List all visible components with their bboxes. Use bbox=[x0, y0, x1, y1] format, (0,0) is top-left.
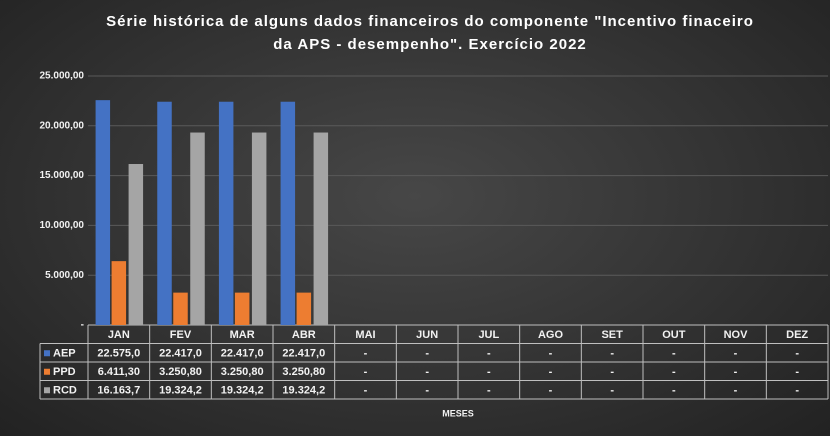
data-table-value: - bbox=[795, 366, 799, 378]
y-tick-label: 15.000,00 bbox=[40, 170, 85, 181]
data-table-value: 22.417,0 bbox=[159, 348, 202, 360]
data-table-value: - bbox=[734, 366, 738, 378]
legend-key bbox=[44, 368, 50, 375]
data-table-value: - bbox=[610, 366, 614, 378]
x-tick-label: NOV bbox=[724, 329, 749, 341]
bar bbox=[95, 100, 111, 325]
x-tick-label: MAR bbox=[230, 329, 255, 341]
data-table-value: 22.417,0 bbox=[282, 348, 325, 360]
x-axis-label: MESES bbox=[442, 408, 474, 418]
y-tick-label: 10.000,00 bbox=[40, 220, 85, 231]
data-table-value: - bbox=[610, 348, 614, 360]
legend-key bbox=[44, 387, 50, 394]
data-table-value: 22.575,0 bbox=[97, 348, 140, 360]
data-table-value: - bbox=[364, 366, 368, 378]
data-table-value: - bbox=[734, 385, 738, 397]
data-table-value: - bbox=[795, 385, 799, 397]
bar bbox=[313, 132, 329, 325]
data-table-value: - bbox=[734, 348, 738, 360]
x-tick-label: MAI bbox=[355, 329, 375, 341]
data-table-value: - bbox=[425, 366, 429, 378]
data-table-value: 19.324,2 bbox=[159, 385, 202, 397]
data-table-value: - bbox=[549, 366, 553, 378]
data-table-value: - bbox=[425, 348, 429, 360]
x-tick-label: AGO bbox=[538, 329, 564, 341]
data-table-value: - bbox=[487, 385, 491, 397]
x-tick-label: JUL bbox=[478, 329, 499, 341]
y-tick-label: 20.000,00 bbox=[40, 120, 85, 131]
legend-key bbox=[44, 350, 50, 357]
x-tick-label: FEV bbox=[170, 329, 192, 341]
data-table-value: 3.250,80 bbox=[221, 366, 264, 378]
data-table-value: - bbox=[549, 385, 553, 397]
legend-label: AEP bbox=[53, 348, 76, 360]
bar bbox=[190, 132, 205, 325]
data-table-value: 22.417,0 bbox=[221, 348, 264, 360]
bar bbox=[111, 261, 127, 325]
y-tick-label: - bbox=[81, 320, 84, 331]
bar bbox=[234, 292, 250, 325]
bar bbox=[218, 101, 234, 325]
bar bbox=[157, 101, 172, 325]
data-table-value: - bbox=[795, 348, 799, 360]
x-tick-label: DEZ bbox=[786, 329, 808, 341]
data-table-value: 6.411,30 bbox=[98, 366, 140, 378]
x-tick-label: JAN bbox=[108, 329, 130, 341]
legend-label: RCD bbox=[53, 385, 77, 397]
data-table-value: - bbox=[610, 385, 614, 397]
y-tick-label: 5.000,00 bbox=[45, 270, 84, 281]
data-table-value: - bbox=[364, 385, 368, 397]
data-table-value: - bbox=[487, 348, 491, 360]
bar bbox=[173, 292, 188, 325]
data-table-value: 3.250,80 bbox=[159, 366, 202, 378]
data-table-value: - bbox=[672, 348, 676, 360]
data-table-value: 19.324,2 bbox=[282, 385, 325, 397]
x-tick-label: SET bbox=[601, 329, 623, 341]
legend-label: PPD bbox=[53, 366, 76, 378]
data-table-value: - bbox=[425, 385, 429, 397]
bar bbox=[128, 164, 144, 325]
x-tick-label: OUT bbox=[662, 329, 686, 341]
bar bbox=[296, 292, 312, 325]
data-table-value: - bbox=[549, 348, 553, 360]
data-table-value: - bbox=[672, 366, 676, 378]
data-table-value: - bbox=[672, 385, 676, 397]
data-table-value: 16.163,7 bbox=[97, 385, 140, 397]
x-tick-label: JUN bbox=[416, 329, 438, 341]
bar bbox=[280, 101, 296, 325]
y-tick-label: 25.000,00 bbox=[40, 71, 85, 82]
data-table-value: - bbox=[487, 366, 491, 378]
chart-title: Série histórica de alguns dados financei… bbox=[106, 13, 754, 53]
x-tick-label: ABR bbox=[292, 329, 316, 341]
bar bbox=[251, 132, 267, 325]
data-table-value: 19.324,2 bbox=[221, 385, 264, 397]
data-table-value: 3.250,80 bbox=[282, 366, 325, 378]
data-table-value: - bbox=[364, 348, 368, 360]
